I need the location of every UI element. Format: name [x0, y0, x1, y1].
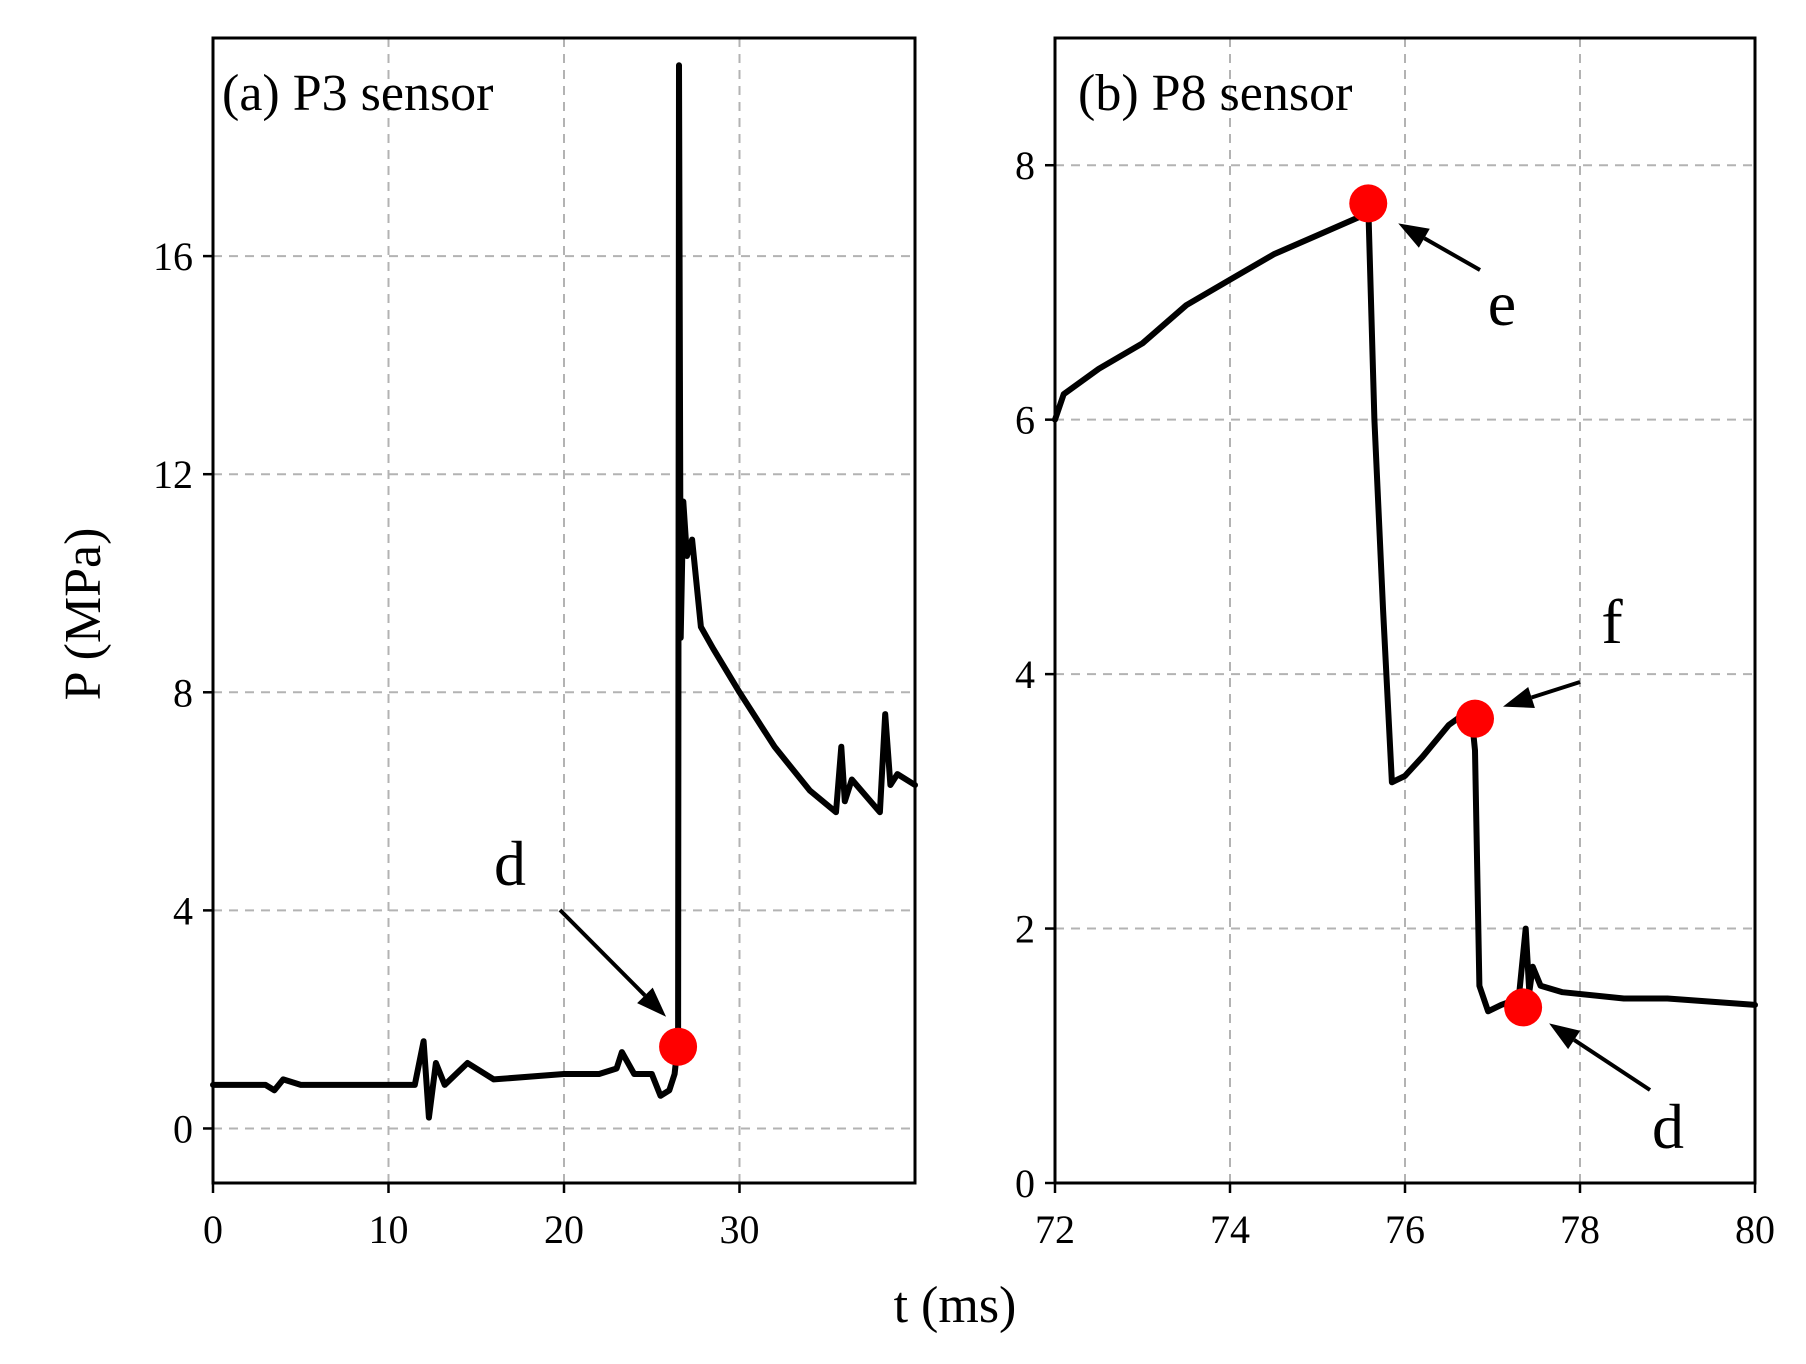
panel-a-xtick-label: 30: [720, 1207, 760, 1252]
panel-b-annotation-d: d: [1652, 1091, 1684, 1162]
panel-a-xtick-label: 20: [544, 1207, 584, 1252]
panel-b-marker-e: [1349, 184, 1388, 223]
panel-b-title: (b) P8 sensor: [1078, 65, 1352, 122]
panel-b-markers: [1349, 184, 1543, 1027]
y-axis-title: P (MPa): [55, 528, 112, 701]
panel-b-arrow-d: [1573, 1038, 1652, 1092]
panel-b-xtick-label: 74: [1210, 1207, 1250, 1252]
panel-b-ticks: [1045, 163, 1757, 1193]
panel-a-ytick-label: 8: [173, 670, 193, 715]
panel-b-xtick-label: 72: [1035, 1207, 1075, 1252]
panel-a-annotations: d: [494, 828, 667, 1017]
panel-b-arrow-f: [1530, 680, 1581, 700]
panel-a-ytick-label: 12: [153, 452, 193, 497]
panel-b-grid: [1055, 38, 1755, 1183]
panel-a-ytick-label: 0: [173, 1106, 193, 1151]
panel-b-xtick-label: 78: [1560, 1207, 1600, 1252]
panel-b-tick-labels: 72 74 76 78 80 0 2 4 6 8: [1015, 143, 1775, 1252]
panel-b-ytick-label: 0: [1015, 1161, 1035, 1206]
panel-a-frame: [211, 36, 917, 1185]
panel-a-tick-labels: 0 10 20 30 0 4 8 12 16: [153, 234, 760, 1252]
panel-b-series-p8: [1052, 200, 1758, 1015]
panel-a-grid: [213, 38, 915, 1183]
x-axis-title: t (ms): [894, 1277, 1017, 1334]
panel-a-arrow-d: [558, 908, 647, 997]
panel-a-ytick-label: 16: [153, 234, 193, 279]
panel-b-xtick-label: 80: [1735, 1207, 1775, 1252]
panel-b-ytick-label: 4: [1015, 652, 1035, 697]
panel-b-arrowhead-f: [1503, 687, 1535, 708]
panel-b-arrow-e: [1423, 236, 1481, 272]
panel-a-title: (a) P3 sensor: [222, 65, 494, 122]
panel-b-ytick-label: 8: [1015, 143, 1035, 188]
panel-b-ytick-label: 6: [1015, 398, 1035, 443]
panel-a-arrowhead-d: [637, 987, 667, 1017]
panel-a-ticks: [203, 254, 741, 1193]
panel-a-markers: [659, 1027, 698, 1066]
panel-b-marker-f: [1456, 699, 1494, 738]
panel-b-frame: [1053, 36, 1757, 1185]
panel-b-annotation-e: e: [1488, 268, 1516, 339]
panel-b: e f d 72 74 76 78 80 0 2 4 6 8 (b) P8 sensor: [1015, 36, 1775, 1252]
panel-a: d 0 10 20 30 0 4 8 12 16 (a) P3 sensor P (MPa): [55, 36, 918, 1252]
panel-a-marker-d: [659, 1027, 698, 1066]
panel-a-annotation-d: d: [494, 828, 526, 899]
panel-a-ytick-label: 4: [173, 888, 193, 933]
panel-b-arrowhead-d: [1549, 1023, 1581, 1050]
panel-a-xtick-label: 10: [369, 1207, 409, 1252]
panel-b-ytick-label: 2: [1015, 907, 1035, 952]
panel-a-series-p3: [210, 62, 918, 1121]
panel-b-annotations: e f d: [1398, 223, 1684, 1162]
panel-b-arrowhead-e: [1398, 223, 1430, 248]
panel-b-xtick-label: 76: [1385, 1207, 1425, 1252]
panel-a-xtick-label: 0: [203, 1207, 223, 1252]
panel-b-marker-d: [1504, 988, 1543, 1027]
panel-b-annotation-f: f: [1601, 586, 1623, 657]
